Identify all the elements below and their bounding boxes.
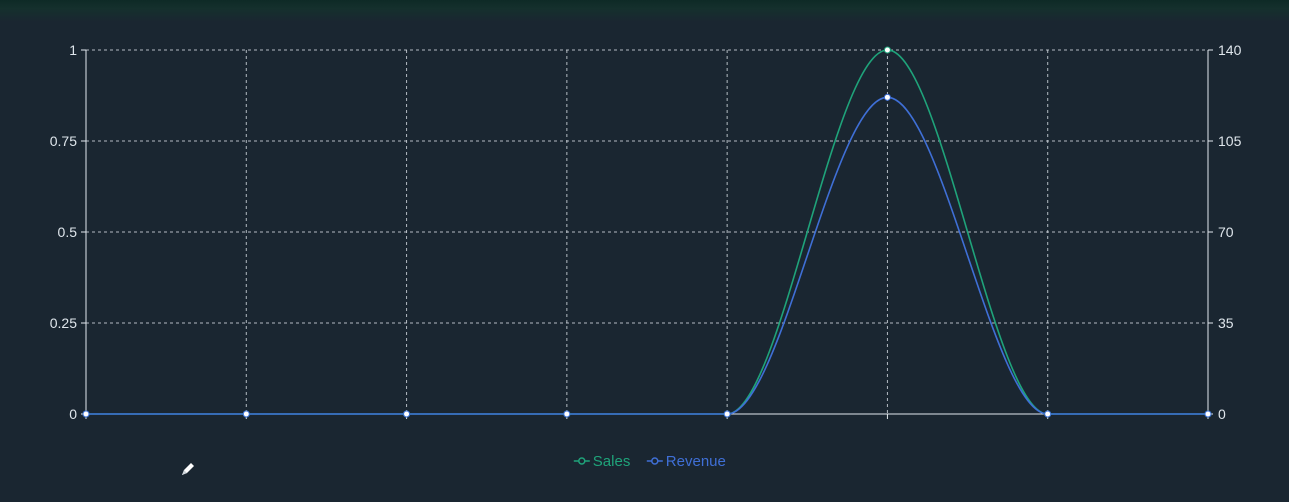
data-point-revenue <box>723 410 731 418</box>
top-glow <box>0 0 1289 22</box>
series-line-revenue <box>85 96 1208 415</box>
legend-marker-dot <box>651 457 659 465</box>
legend-marker-dot <box>578 457 586 465</box>
legend-item-sales: Sales <box>573 453 631 470</box>
data-point-revenue <box>563 410 571 418</box>
pencil-icon <box>182 463 194 475</box>
y-right-tick-label: 105 <box>1218 133 1242 149</box>
legend-label-sales: Sales <box>593 453 631 470</box>
y-right-tick-label: 35 <box>1218 315 1234 331</box>
data-point-revenue <box>403 410 411 418</box>
data-point-sales <box>883 46 891 54</box>
legend-label-revenue: Revenue <box>666 453 726 470</box>
y-right-tick-label: 70 <box>1218 224 1234 240</box>
points-layer <box>82 46 1212 418</box>
data-point-revenue <box>1204 410 1212 418</box>
grid <box>85 49 1209 415</box>
data-point-revenue <box>242 410 250 418</box>
y-left-tick-label: 0.25 <box>50 315 77 331</box>
y-left-tick-label: 0.75 <box>50 133 77 149</box>
data-point-revenue <box>1044 410 1052 418</box>
data-point-revenue <box>82 410 90 418</box>
legend: Sales Revenue <box>573 453 726 470</box>
data-point-revenue <box>883 93 891 101</box>
y-right-tick-label: 0 <box>1218 406 1226 422</box>
y-left-tick-label: 0.5 <box>58 224 78 240</box>
y-right-tick-label: 140 <box>1218 42 1242 58</box>
y-left-tick-label: 1 <box>69 42 77 58</box>
legend-item-revenue: Revenue <box>646 453 726 470</box>
y-left-tick-label: 0 <box>69 406 77 422</box>
